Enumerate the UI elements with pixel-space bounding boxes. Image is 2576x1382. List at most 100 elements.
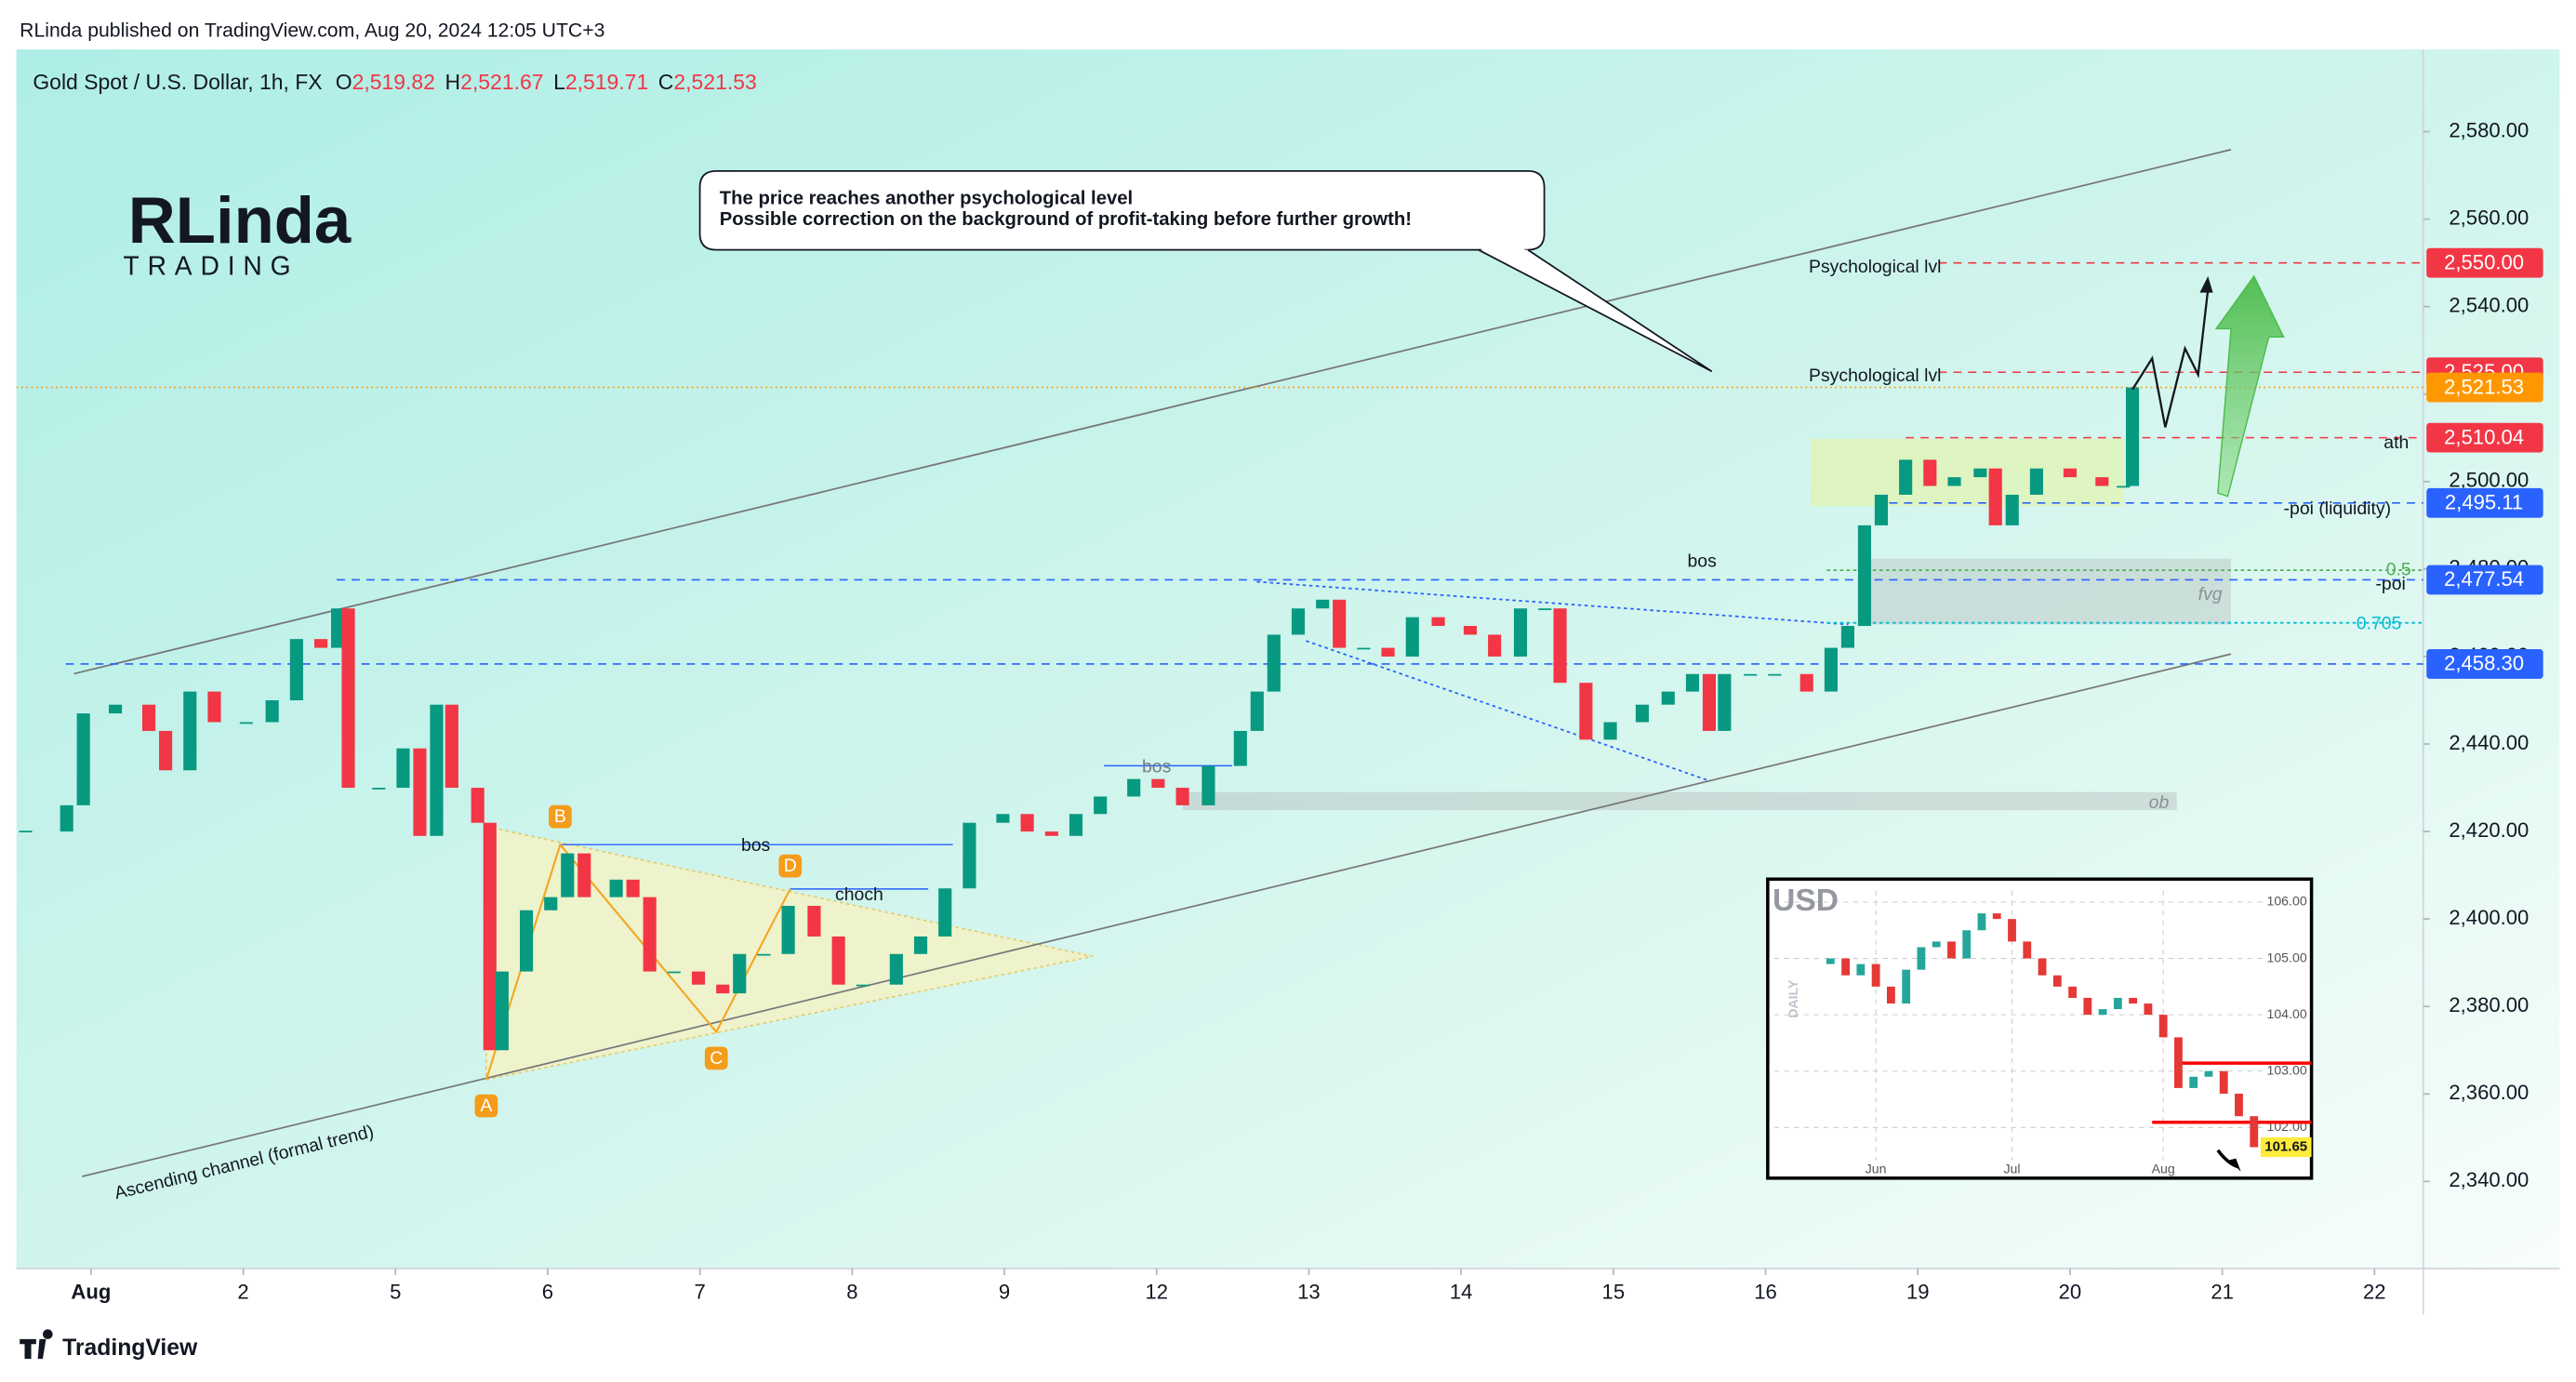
x-tick-label: 21 — [2211, 1280, 2234, 1303]
candle — [1857, 525, 1872, 627]
price-levels — [16, 261, 2423, 665]
candle — [1824, 647, 1838, 692]
candle — [1316, 599, 1330, 609]
candle — [1947, 477, 1961, 486]
candle — [183, 691, 197, 771]
candle — [430, 704, 444, 836]
candle — [109, 704, 123, 714]
inset-candle — [1932, 941, 1941, 948]
inset-y-label: 104.00 — [2266, 1006, 2306, 1021]
candle — [1202, 765, 1215, 805]
y-tick-label: 2,500.00 — [2449, 469, 2529, 492]
candle — [1553, 608, 1567, 684]
published-line: RLinda published on TradingView.com, Aug… — [20, 20, 604, 41]
inset-candle — [1962, 930, 1972, 959]
candle — [1513, 608, 1528, 657]
ohlc-value: 2,521.67 — [460, 70, 543, 94]
point-badge — [778, 854, 803, 878]
candle — [1020, 814, 1034, 832]
candle — [1127, 778, 1141, 797]
inset-candle — [1947, 941, 1956, 959]
annotation: 0.5 — [2386, 559, 2411, 579]
candle — [913, 936, 928, 954]
inset-y-label: 105.00 — [2266, 950, 2306, 964]
price-level-label: 2,521.53 — [2444, 375, 2524, 398]
candle — [1702, 673, 1717, 731]
candle — [807, 906, 821, 937]
candle — [330, 608, 345, 648]
candle — [2005, 494, 2019, 525]
logo-sub: TRADING — [123, 251, 299, 281]
point-badge — [474, 1094, 498, 1118]
callout-text: Possible correction on the background of… — [720, 209, 1412, 230]
y-tick-label: 2,340.00 — [2449, 1168, 2529, 1191]
trend-line — [1306, 640, 1709, 782]
y-tick-label: 2,360.00 — [2449, 1081, 2529, 1104]
annotation: bos — [741, 835, 771, 856]
inset-y-label: 106.00 — [2266, 894, 2306, 909]
channel-upper — [73, 149, 2232, 675]
fvg-zone — [1865, 558, 2232, 625]
annotation: fvg — [2198, 584, 2223, 605]
symbol-legend-text: Gold Spot / U.S. Dollar, 1h, FX O2,519.82… — [33, 70, 756, 94]
candle — [1405, 617, 1419, 657]
inset-candle — [2144, 1003, 2153, 1016]
inset-candle — [1917, 947, 1926, 970]
inset-candle — [1856, 963, 1866, 976]
inset-candle — [2189, 1076, 2198, 1088]
candle — [1988, 468, 2002, 525]
inset-candle — [2038, 958, 2047, 976]
y-tick-label: 2,400.00 — [2449, 906, 2529, 929]
inset-candle — [2204, 1070, 2213, 1077]
y-tick-label: 2,540.00 — [2449, 294, 2529, 317]
candle — [1333, 599, 1347, 648]
x-tick-label: 19 — [1906, 1280, 1930, 1303]
x-tick-label: 2 — [237, 1280, 248, 1303]
candle — [1151, 778, 1165, 789]
candle — [372, 788, 386, 790]
candle — [1635, 704, 1650, 723]
price-level-label: 2,495.11 — [2445, 491, 2523, 514]
candle — [996, 814, 1010, 823]
candle — [413, 748, 427, 836]
range-zone — [1810, 438, 2125, 507]
point-badge — [704, 1046, 728, 1070]
inset-candle — [2113, 997, 2122, 1010]
inset-x-label: Jun — [1866, 1162, 1887, 1176]
x-tick-label: 6 — [542, 1280, 553, 1303]
inset-candle — [2250, 1116, 2259, 1148]
candle — [207, 691, 221, 723]
annotation: 0.705 — [2357, 614, 2402, 634]
candle — [2125, 387, 2140, 486]
inset-y-label: 103.00 — [2266, 1062, 2306, 1077]
ohlc-key: L — [553, 70, 565, 94]
inset-candle — [1977, 913, 1986, 931]
point-label: B — [554, 806, 566, 827]
inset-candle — [2235, 1093, 2243, 1117]
candle — [1685, 673, 1700, 692]
point-label: D — [784, 856, 797, 876]
candle — [265, 699, 279, 723]
candle — [1973, 468, 1987, 478]
inset-candle — [1992, 913, 2001, 920]
ohlc-key: O — [336, 70, 352, 94]
candle — [519, 910, 534, 972]
inset-candle — [2098, 1009, 2107, 1016]
candle — [2063, 468, 2077, 478]
x-tick-label: 12 — [1145, 1280, 1168, 1303]
candle — [561, 853, 575, 897]
candle — [544, 897, 558, 910]
candle — [1661, 691, 1675, 705]
y-tick-label: 2,380.00 — [2449, 993, 2529, 1017]
candle — [609, 879, 623, 897]
inset-candle — [2068, 986, 2077, 998]
price-level-badge — [2426, 487, 2543, 518]
candle — [781, 906, 795, 954]
annotation: Psychological lvl — [1809, 257, 1942, 277]
candle — [1840, 626, 1855, 648]
candle — [1718, 673, 1732, 731]
candle — [691, 971, 706, 985]
annotation: ob — [2149, 792, 2170, 813]
candle — [1488, 634, 1502, 657]
